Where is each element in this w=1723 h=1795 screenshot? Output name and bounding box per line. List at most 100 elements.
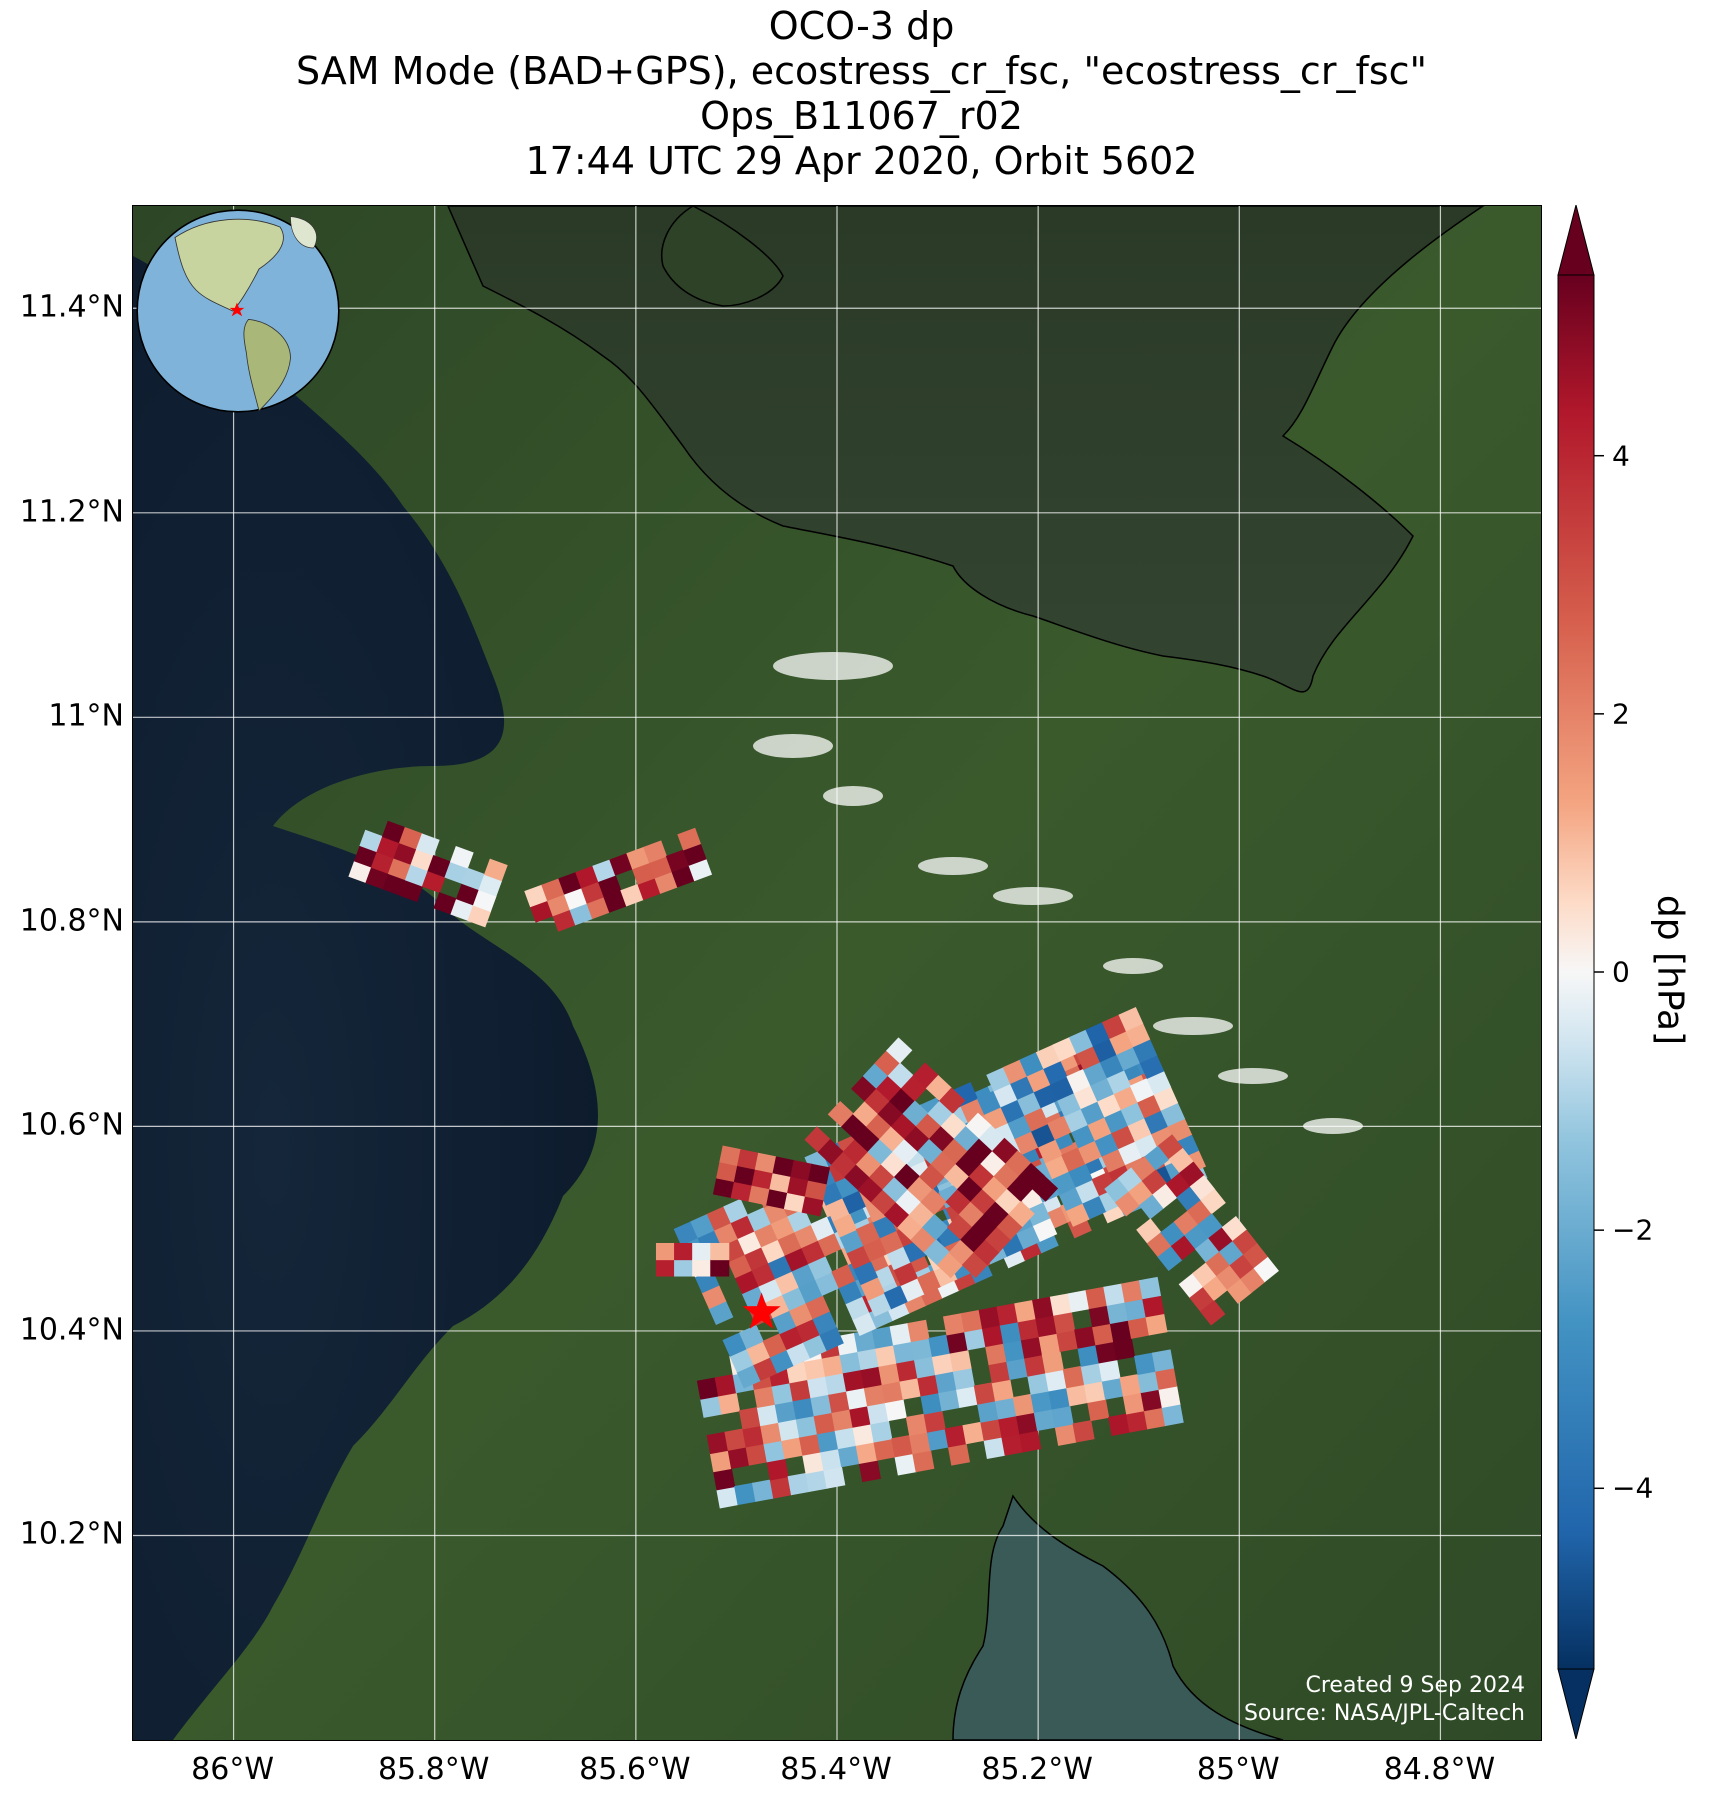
sounding-cell	[988, 1360, 1011, 1384]
sounding-cell	[839, 1351, 862, 1374]
sounding-cell	[814, 1271, 840, 1296]
sounding-cell	[991, 1378, 1014, 1402]
sounding-cell	[752, 1356, 778, 1382]
sounding-cell	[398, 827, 423, 850]
sounding-cell	[597, 874, 622, 898]
sounding-cell	[789, 1379, 812, 1402]
colorbar-ticks	[1594, 454, 1604, 1490]
sounding-cell	[1072, 1420, 1095, 1443]
sounding-cell	[719, 1145, 742, 1167]
sounding-cell	[524, 884, 548, 908]
sounding-cell	[753, 1385, 776, 1409]
sounding-cell	[978, 1306, 1001, 1329]
sounding-cell	[746, 1207, 772, 1232]
map-panel[interactable]: Created 9 Sep 2024 Source: NASA/JPL-Calt…	[132, 205, 1542, 1741]
sounding-cell	[427, 855, 452, 878]
sounding-cell	[1134, 1352, 1157, 1376]
sounding-cell	[893, 1261, 919, 1287]
sounding-cell	[1119, 1374, 1142, 1397]
sounding-cell	[845, 1387, 868, 1410]
sounding-cell	[1049, 1293, 1072, 1316]
sounding-cell	[892, 1341, 915, 1364]
sounding-cell	[1138, 1276, 1162, 1300]
sounding-cell	[955, 1385, 979, 1408]
sounding-cell	[1143, 1406, 1166, 1430]
sounding-cell	[834, 1426, 857, 1450]
sounding-cell	[976, 1090, 1002, 1115]
sounding-cell	[758, 1278, 783, 1303]
sounding-cell	[671, 864, 696, 888]
sounding-cell	[692, 1242, 712, 1261]
sounding-cell	[900, 1277, 926, 1302]
sounding-cell	[934, 1370, 958, 1394]
sounding-cell	[825, 1197, 851, 1222]
sounding-cell	[1025, 1201, 1051, 1226]
colorbar-tick-label: −2	[1612, 1213, 1654, 1247]
sounding-cell	[404, 864, 429, 887]
sounding-cell	[767, 1254, 793, 1280]
sounding-cell	[637, 877, 662, 901]
sounding-cell	[792, 1397, 815, 1420]
sounding-cell	[478, 873, 503, 897]
sounding-cell	[1077, 1139, 1103, 1165]
sounding-cell	[365, 866, 390, 890]
sounding-footprints	[348, 820, 1279, 1509]
sounding-cell	[1101, 1014, 1127, 1039]
sounding-cell	[774, 1400, 797, 1423]
sounding-cell	[643, 840, 668, 864]
lat-tick-label: 11.2°N	[19, 494, 124, 530]
sounding-cell	[1075, 1179, 1100, 1204]
sounding-cell	[763, 1439, 786, 1463]
sounding-cell	[1110, 1124, 1136, 1150]
sounding-cell	[849, 1405, 872, 1428]
sounding-cell	[1049, 1076, 1075, 1101]
sounding-cell	[370, 851, 395, 875]
sounding-cell	[1016, 1091, 1042, 1116]
sounding-cell	[1113, 1085, 1139, 1110]
sounding-cell	[1155, 1367, 1178, 1390]
sounding-cell	[964, 1327, 987, 1351]
sounding-cell	[1008, 1200, 1035, 1228]
sounding-cell	[939, 1087, 966, 1114]
sounding-cell	[981, 1324, 1004, 1348]
sounding-cell	[874, 1344, 898, 1367]
title-line-3: Ops_B11067_r02	[700, 94, 1023, 138]
sounding-cell	[586, 896, 611, 920]
sounding-cell	[1091, 1322, 1115, 1346]
sounding-cell	[793, 1223, 819, 1249]
sounding-cell	[813, 1411, 836, 1435]
sounding-cell	[931, 1352, 954, 1376]
sounding-cell	[393, 842, 418, 866]
sounding-cell	[770, 1215, 796, 1240]
sounding-cell	[376, 836, 401, 859]
sounding-cell	[936, 1251, 964, 1279]
sounding-cell	[831, 1263, 857, 1289]
sounding-cell	[1075, 1045, 1101, 1070]
sounding-cell	[1047, 1115, 1072, 1140]
sounding-cell	[791, 1263, 816, 1288]
sounding-cell	[1083, 1380, 1107, 1404]
sounding-cell	[1199, 1300, 1226, 1326]
sounding-cell	[766, 1458, 789, 1481]
sounding-cell	[1106, 1069, 1132, 1095]
sounding-cell	[1017, 1318, 1040, 1341]
sounding-cell	[710, 1259, 730, 1277]
sounding-cell	[831, 1408, 854, 1432]
sounding-cell	[1068, 1163, 1093, 1188]
sounding-cell	[1124, 1298, 1147, 1321]
sounding-cell	[960, 1309, 983, 1333]
sounding-cell	[769, 1476, 792, 1499]
sounding-cell	[910, 1337, 933, 1361]
sounding-cell	[1019, 1052, 1045, 1077]
sounding-cell	[1127, 1316, 1150, 1339]
sounding-cell	[1139, 1054, 1165, 1080]
sounding-cell	[783, 1192, 806, 1213]
sounding-cell	[399, 879, 424, 903]
sounding-cell	[592, 859, 617, 883]
sounding-cell	[1080, 1100, 1106, 1125]
sounding-cell	[1014, 1130, 1039, 1155]
sounding-cell	[729, 1348, 755, 1373]
sounding-cell	[655, 1259, 675, 1277]
sounding-cell	[949, 1349, 972, 1372]
sounding-cell	[999, 1321, 1022, 1344]
